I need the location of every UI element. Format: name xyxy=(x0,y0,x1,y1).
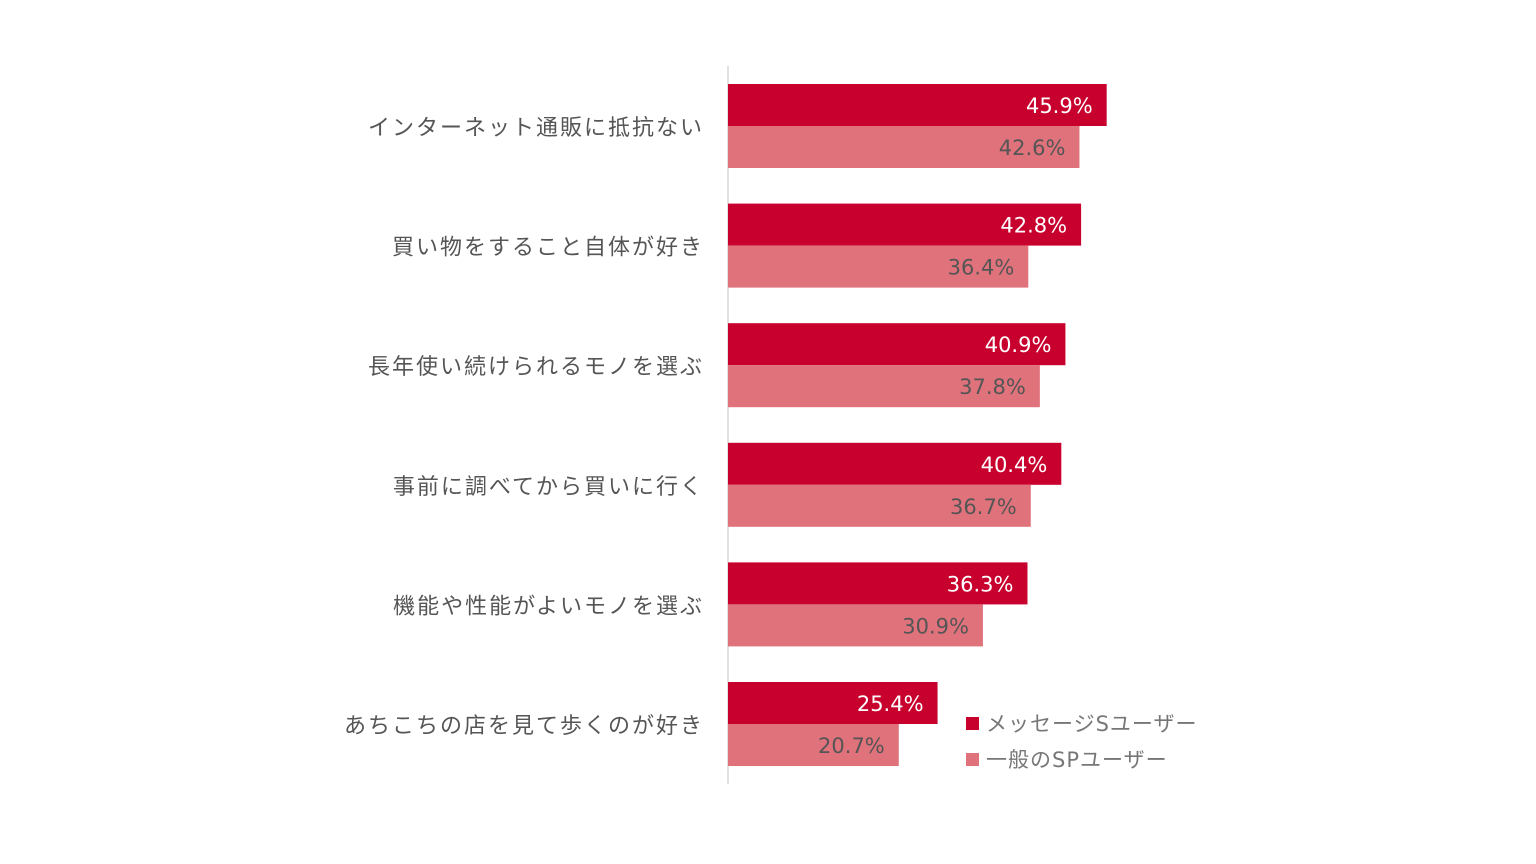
legend-label: 一般のSPユーザー xyxy=(986,748,1168,772)
bar-message-s xyxy=(728,562,1028,605)
data-label: 25.4% xyxy=(857,692,924,716)
bar-message-s xyxy=(728,323,1066,366)
legend-label: メッセージSユーザー xyxy=(986,712,1198,736)
data-label: 36.3% xyxy=(947,572,1014,596)
bar-general-sp xyxy=(728,365,1040,408)
value-labels: 45.9% 42.6% 42.8% 36.4% 40.9% 37.8% 40.4% 36.7%… xyxy=(818,94,1093,758)
bar-general-sp xyxy=(728,604,983,647)
bar-message-s xyxy=(728,442,1062,485)
data-label: 30.9% xyxy=(902,614,969,638)
bar-message-s xyxy=(728,203,1082,246)
category-label: あちこちの店を見て歩くのが好き xyxy=(344,714,704,739)
bar-general-sp xyxy=(728,724,899,766)
bars xyxy=(728,84,1107,766)
bar-message-s xyxy=(728,682,938,724)
category-label: 事前に調べてから買いに行く xyxy=(393,475,704,500)
category-label: 機能や性能がよいモノを選ぶ xyxy=(393,594,704,619)
data-label: 37.8% xyxy=(959,375,1026,399)
category-label: 長年使い続けられるモノを選ぶ xyxy=(368,355,704,380)
bar-message-s xyxy=(728,84,1107,126)
data-label: 40.9% xyxy=(985,333,1052,357)
data-label: 42.6% xyxy=(999,136,1066,160)
legend-swatch xyxy=(966,717,979,730)
category-label: インターネット通販に抵抗ない xyxy=(368,116,704,141)
category-label: 買い物をすること自体が好き xyxy=(392,236,704,261)
bar-general-sp xyxy=(728,245,1029,288)
category-labels: インターネット通販に抵抗ない買い物をすること自体が好き長年使い続けられるモノを選… xyxy=(344,116,704,739)
data-label: 45.9% xyxy=(1026,94,1093,118)
bar-general-sp xyxy=(728,484,1031,527)
data-label: 40.4% xyxy=(981,453,1048,477)
data-label: 20.7% xyxy=(818,734,885,758)
bar-general-sp xyxy=(728,126,1080,168)
data-label: 42.8% xyxy=(1000,214,1067,238)
legend-swatch xyxy=(966,753,979,766)
data-label: 36.4% xyxy=(948,256,1015,280)
data-label: 36.7% xyxy=(950,495,1017,519)
